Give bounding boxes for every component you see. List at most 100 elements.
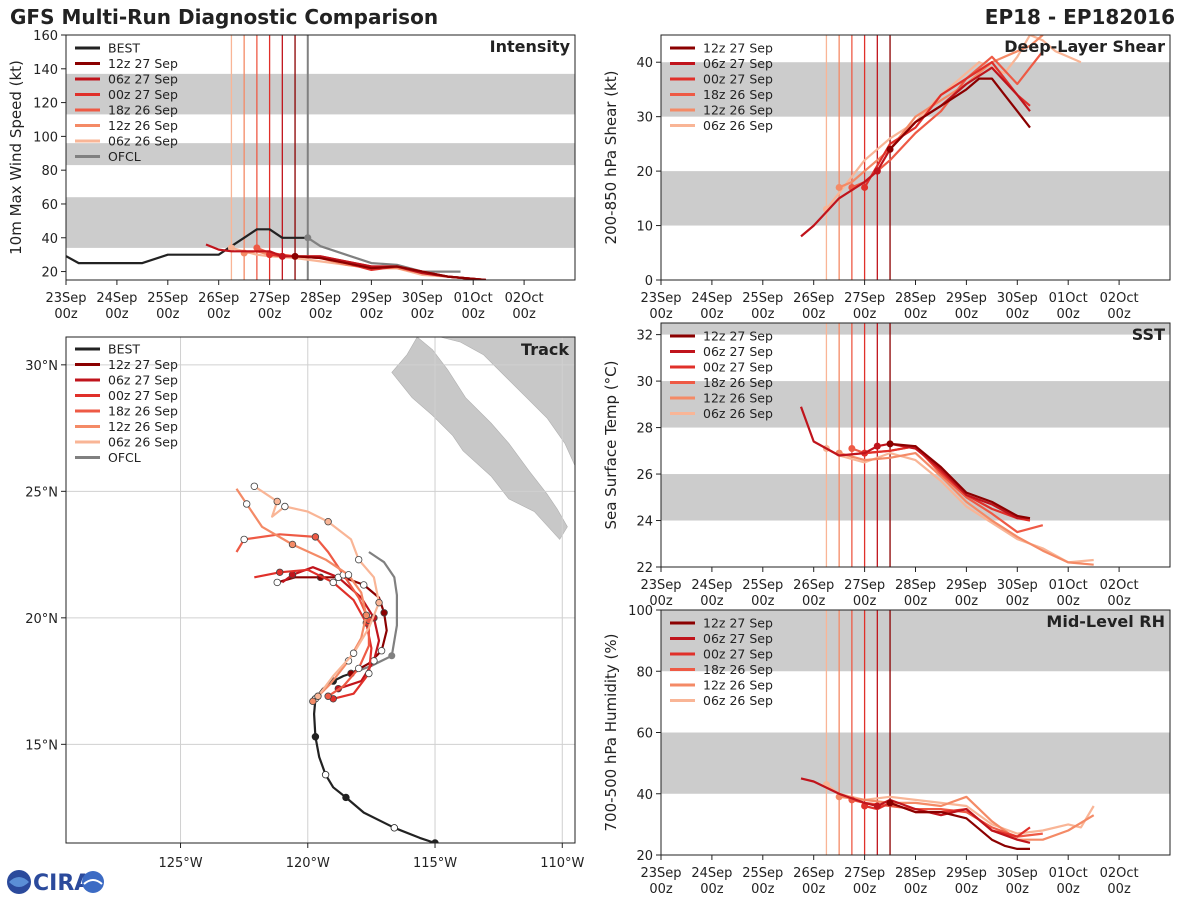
track-point-00z-27-sep <box>276 568 284 576</box>
x-tick-label-date: 23Sep <box>640 291 681 306</box>
x-tick-label-date: 29Sep <box>351 291 392 306</box>
lat-tick-label: 20°N <box>25 612 58 627</box>
rh-panel: 2040608010023Sep00z24Sep00z25Sep00z26Sep… <box>602 604 1171 897</box>
track-line-06z-27-sep <box>281 566 381 690</box>
track-point-best <box>347 669 355 678</box>
y-tick-label: 80 <box>636 665 653 680</box>
series-line-ofcl <box>307 236 461 273</box>
track-point-06z-27-sep <box>288 571 297 579</box>
band-0 <box>661 171 1170 226</box>
map-frame <box>65 336 576 844</box>
legend-label-18z-26-sep: 18z 26 Sep <box>108 103 178 118</box>
x-tick-label-hour: 00z <box>955 307 979 322</box>
y-tick-label: 40 <box>636 56 653 71</box>
y-tick-label: 10 <box>636 220 653 235</box>
plot-area <box>66 35 575 280</box>
x-tick-label-date: 02Oct <box>1100 291 1139 306</box>
legend-label-ofcl: OFCL <box>108 149 141 164</box>
y-tick-label: 20 <box>636 165 653 180</box>
band-2 <box>66 73 575 115</box>
x-tick-label-hour: 00z <box>1006 307 1030 322</box>
track-point-06z-26-sep <box>314 692 322 700</box>
band-0 <box>661 732 1170 794</box>
x-tick-label-date: 01Oct <box>1049 291 1088 306</box>
x-tick-label-hour: 00z <box>512 307 536 322</box>
init-marker-06z-27-sep <box>873 167 881 175</box>
x-tick-label-date: 26Sep <box>793 291 834 306</box>
plot-area <box>661 610 1170 855</box>
track-point-12z-27-sep <box>377 647 386 655</box>
legend-label-12z-26-sep: 12z 26 Sep <box>703 391 773 406</box>
x-tick-label-hour: 00z <box>54 307 78 322</box>
legend-label-best: BEST <box>108 41 140 56</box>
series-line-18z-26-sep <box>851 50 1044 189</box>
x-tick-label-date: 30Sep <box>402 291 443 306</box>
page-title: GFS Multi-Run Diagnostic Comparison <box>10 5 439 29</box>
x-tick-label-date: 25Sep <box>742 866 783 881</box>
x-tick-label-date: 24Sep <box>691 866 732 881</box>
x-tick-label-hour: 00z <box>1107 594 1131 609</box>
x-tick-label-date: 30Sep <box>997 866 1038 881</box>
init-marker-06z-27-sep <box>278 252 286 260</box>
track-point-00z-27-sep <box>329 578 337 587</box>
init-marker-06z-26-sep <box>227 244 235 252</box>
shear-panel: 01020304023Sep00z24Sep00z25Sep00z26Sep00… <box>602 34 1171 322</box>
x-tick-label-date: 26Sep <box>793 578 834 593</box>
x-tick-label-date: 24Sep <box>96 291 137 306</box>
y-axis-label: 700-500 hPa Humidity (%) <box>602 633 620 831</box>
y-axis-label: Sea Surface Temp (°C) <box>602 360 620 529</box>
series-line-00z-27-sep <box>863 61 1031 188</box>
y-tick-label: 80 <box>41 164 58 179</box>
logo-text: CIRA <box>33 871 91 896</box>
y-axis-label: 10m Max Wind Speed (kt) <box>7 60 25 255</box>
track-point-12z-26-sep <box>344 657 353 665</box>
x-tick-label-date: 02Oct <box>505 291 544 306</box>
legend-label-12z-27-sep: 12z 27 Sep <box>703 329 773 344</box>
track-line-18z-26-sep <box>235 533 370 698</box>
series-line-12z-27-sep <box>889 442 1031 520</box>
land-mainland-mexico <box>440 337 575 467</box>
track-line-ofcl <box>350 551 398 675</box>
series-line-12z-26-sep <box>838 35 1044 189</box>
x-tick-label-hour: 00z <box>1057 594 1081 609</box>
track-point-12z-26-sep <box>242 500 251 508</box>
legend-label-18z-26-sep: 18z 26 Sep <box>703 87 773 102</box>
x-tick-label-date: 29Sep <box>946 578 987 593</box>
lon-tick-label: 125°W <box>158 856 202 871</box>
x-tick-label-date: 28Sep <box>895 578 936 593</box>
legend-label-00z-27-sep: 00z 27 Sep <box>703 647 773 662</box>
logo-seal-icon <box>82 871 104 893</box>
lat-tick-label: 25°N <box>25 485 58 500</box>
y-tick-label: 160 <box>33 29 58 44</box>
track-point-06z-26-sep <box>324 517 332 526</box>
y-tick-label: 60 <box>41 198 58 213</box>
x-tick-label-hour: 00z <box>258 307 282 322</box>
band-1 <box>661 610 1170 672</box>
x-tick-label-hour: 00z <box>1057 882 1081 897</box>
intensity-panel: 2040608010012014016023Sep00z24Sep00z25Se… <box>7 29 576 322</box>
init-marker-00z-27-sep <box>861 183 869 191</box>
legend-label-00z-27-sep: 00z 27 Sep <box>108 87 178 102</box>
x-tick-label-date: 24Sep <box>691 578 732 593</box>
series-line-06z-27-sep <box>799 406 1030 520</box>
x-tick-label-date: 01Oct <box>1049 578 1088 593</box>
y-axis-label: 200-850 hPa Shear (kt) <box>602 71 620 245</box>
legend-label-00z-27-sep: 00z 27 Sep <box>703 72 773 87</box>
y-tick-label: 40 <box>41 232 58 247</box>
x-tick-label-hour: 00z <box>955 594 979 609</box>
x-tick-label-date: 26Sep <box>198 291 239 306</box>
track-point-best <box>390 824 399 832</box>
x-tick-label-date: 28Sep <box>300 291 341 306</box>
x-tick-label-hour: 00z <box>700 307 724 322</box>
y-tick-label: 30 <box>636 375 653 390</box>
series-line-06z-26-sep <box>231 246 486 280</box>
panel-title: Deep-Layer Shear <box>1004 37 1165 56</box>
legend-label-ofcl: OFCL <box>108 450 141 465</box>
track-point-12z-27-sep <box>347 669 355 678</box>
legend-label-best: BEST <box>108 342 140 357</box>
track-point-06z-26-sep <box>281 502 289 511</box>
x-tick-label-hour: 00z <box>360 307 384 322</box>
series-line-06z-27-sep <box>800 777 1031 844</box>
lon-tick-label: 120°W <box>286 856 330 871</box>
